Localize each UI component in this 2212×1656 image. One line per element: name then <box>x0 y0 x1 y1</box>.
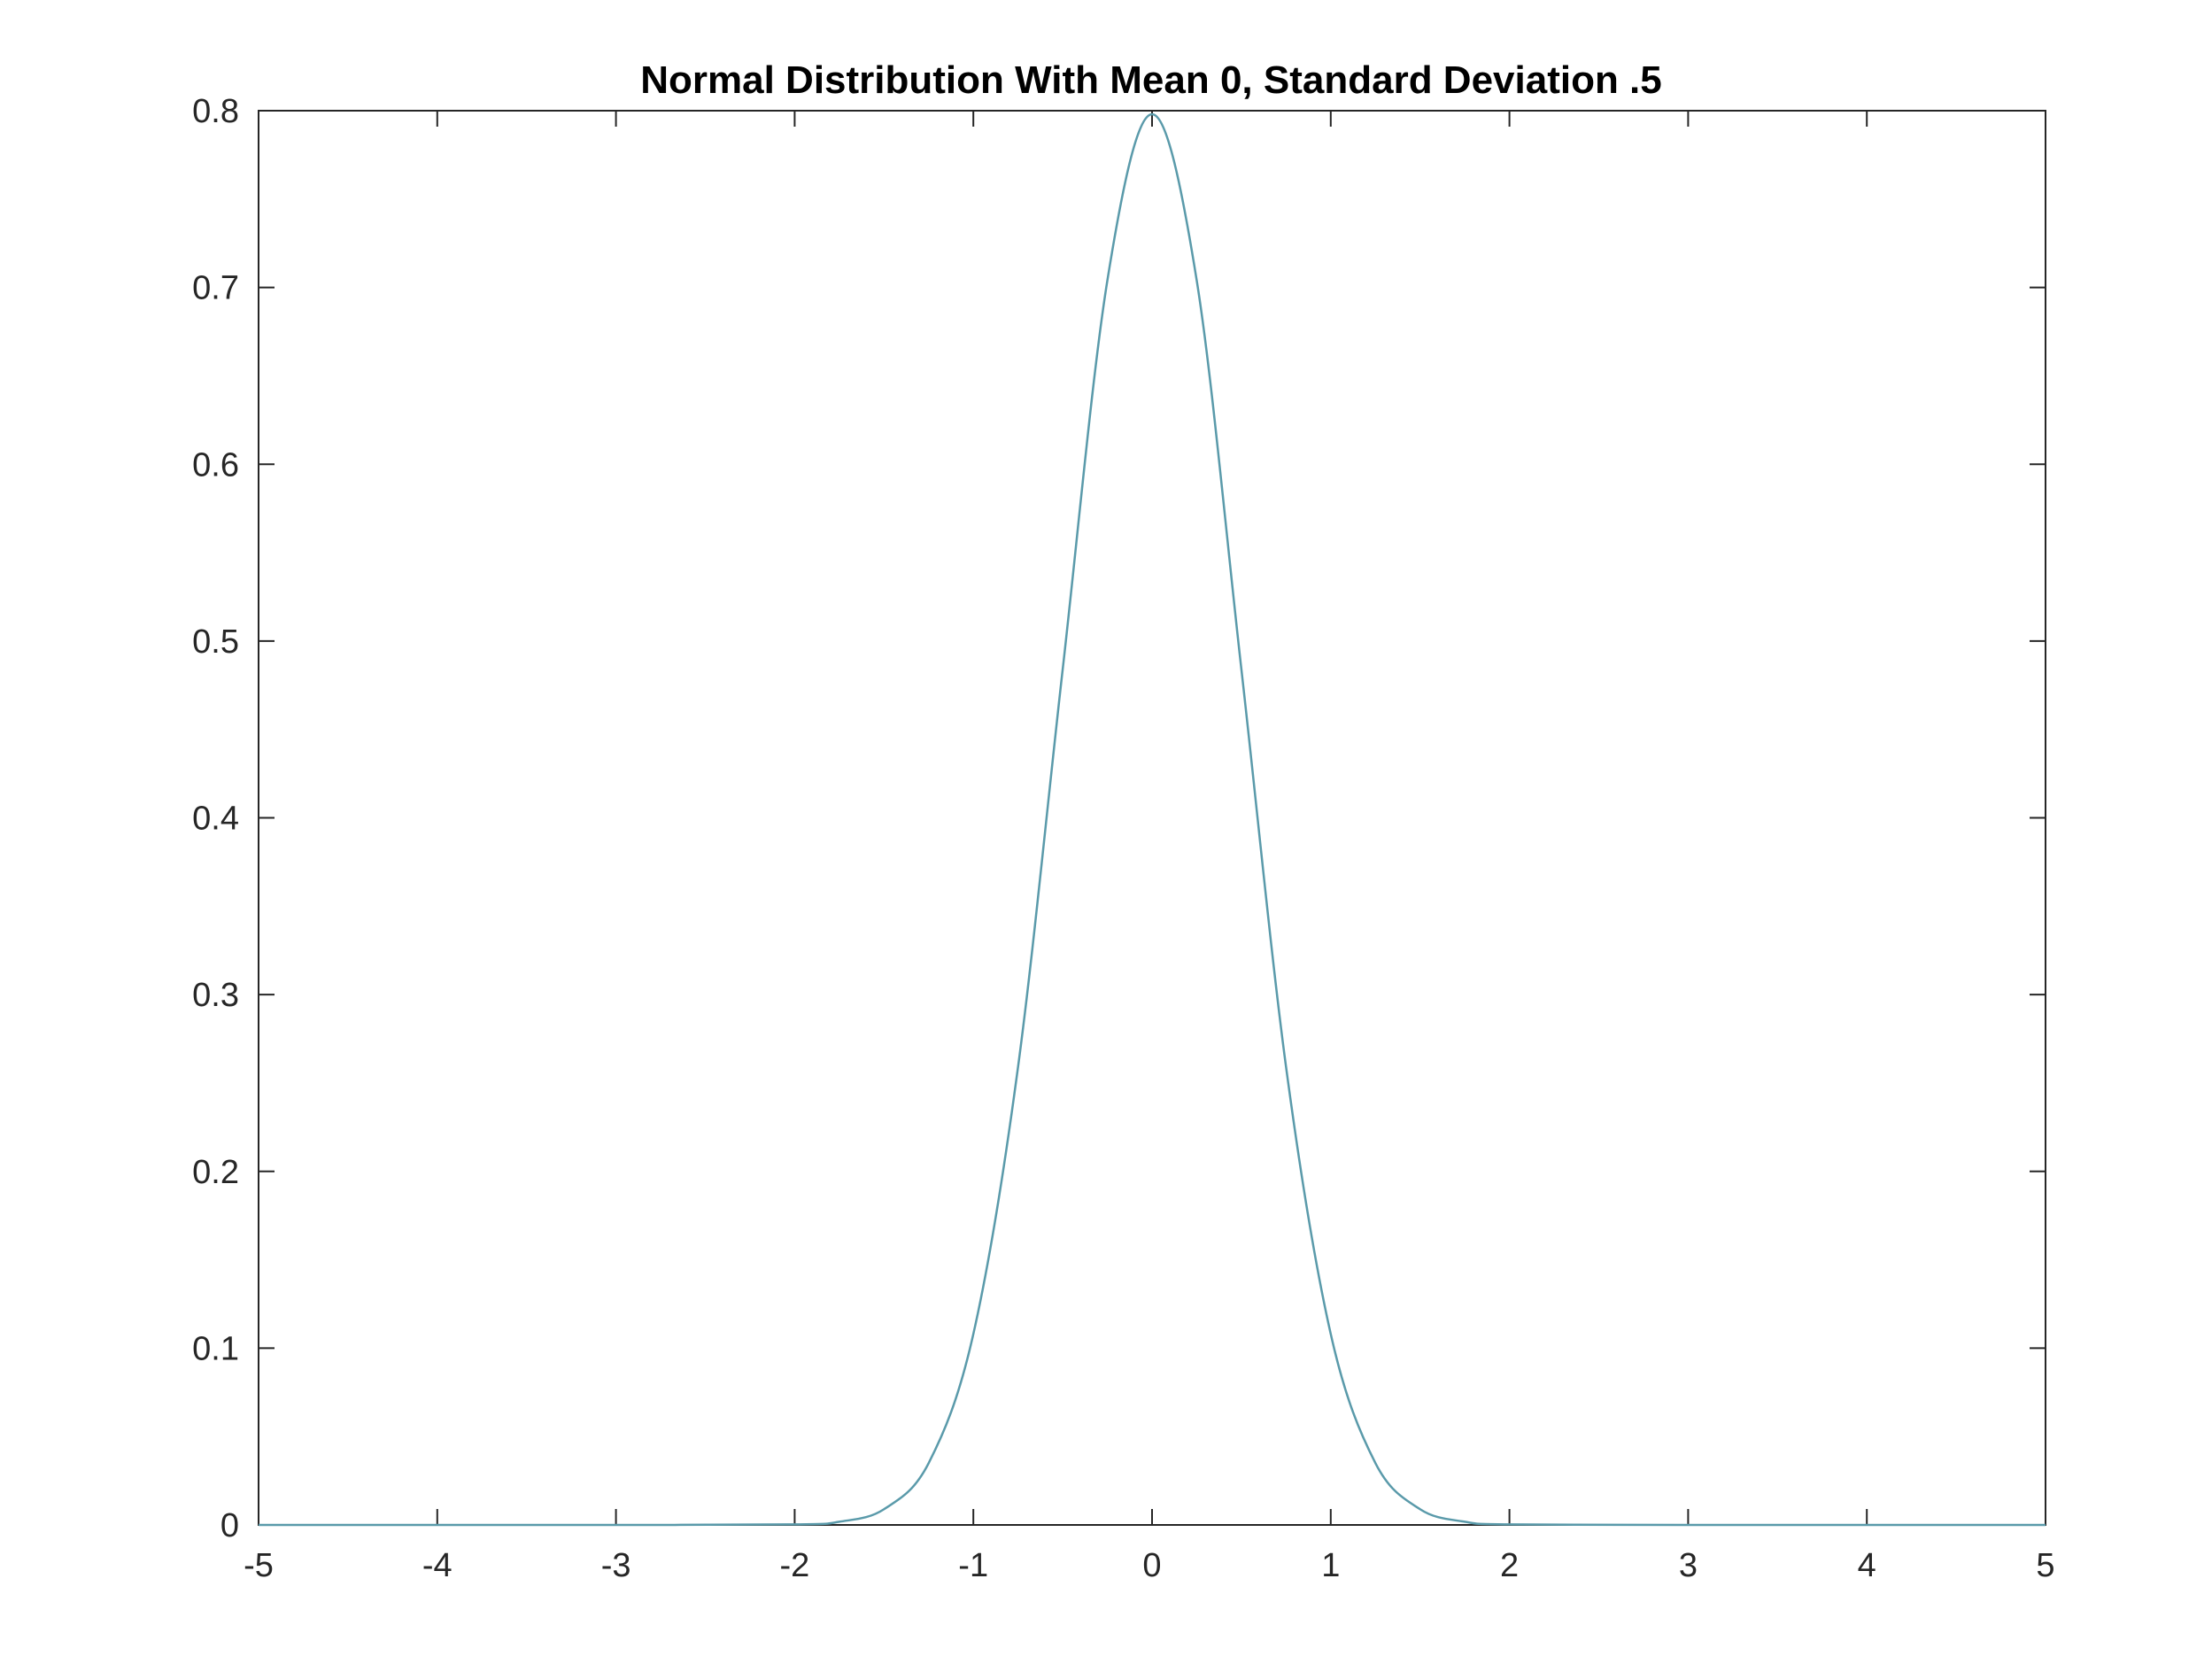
x-tick-label: -3 <box>601 1547 631 1584</box>
x-tick-label: -5 <box>244 1547 274 1584</box>
series-layer <box>259 112 2046 1527</box>
x-tick-label: 3 <box>1679 1547 1698 1584</box>
y-tick-labels: 0 0.1 0.2 0.3 0.4 0.5 0.6 0.7 0.8 <box>192 93 239 1544</box>
y-tick-label: 0.8 <box>192 93 239 130</box>
x-tick-label: -4 <box>422 1547 452 1584</box>
series-line <box>259 112 2046 1527</box>
ticks <box>258 110 2046 1526</box>
plot-area-box <box>258 110 2046 1526</box>
y-tick-label: 0.5 <box>192 623 239 661</box>
x-tick-label: 4 <box>1858 1547 1876 1584</box>
x-tick-label: -2 <box>780 1547 810 1584</box>
y-tick-label: 0.7 <box>192 270 239 307</box>
x-tick-label: -1 <box>958 1547 988 1584</box>
y-tick-label: 0.1 <box>192 1330 239 1367</box>
x-tick-label: 2 <box>1500 1547 1519 1584</box>
x-tick-label: 0 <box>1142 1547 1161 1584</box>
x-tick-labels: -5 -4 -3 -2 -1 0 1 2 3 4 5 <box>244 1547 2054 1584</box>
y-tick-label: 0.2 <box>192 1154 239 1191</box>
x-tick-label: 1 <box>1321 1547 1340 1584</box>
axes <box>258 110 2046 1526</box>
y-tick-label: 0.3 <box>192 977 239 1014</box>
y-tick-label: 0.6 <box>192 446 239 484</box>
y-tick-label: 0.4 <box>192 801 239 838</box>
chart-title: Normal Distribution With Mean 0, Standar… <box>640 58 1662 102</box>
y-tick-label: 0 <box>220 1507 239 1544</box>
x-tick-label: 5 <box>2036 1547 2054 1584</box>
